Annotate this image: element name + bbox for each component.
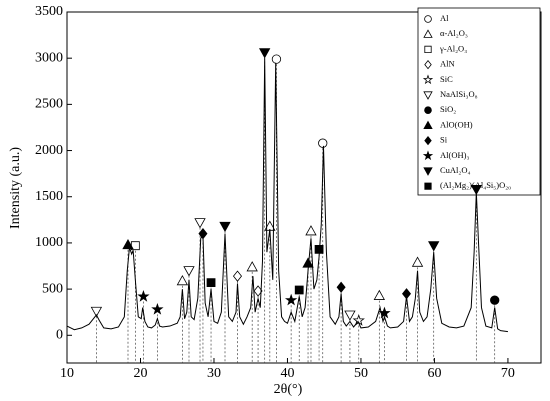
x-tick-label: 60 xyxy=(427,366,441,381)
legend-label: γ-Al₂O₃ xyxy=(439,43,467,53)
legend-label: AlN xyxy=(440,59,455,69)
legend-symbol xyxy=(423,120,433,130)
peak-marker xyxy=(411,256,424,267)
legend-label: SiO₂ xyxy=(440,104,456,114)
x-tick-label: 70 xyxy=(501,366,515,381)
y-tick-label: 3500 xyxy=(35,4,63,19)
peak-marker xyxy=(294,285,304,295)
peak-marker xyxy=(90,306,103,318)
x-tick-label: 20 xyxy=(133,366,147,381)
spectrum-line xyxy=(66,58,508,333)
peak-marker xyxy=(318,138,328,148)
x-tick-label: 50 xyxy=(354,366,368,381)
legend-symbol xyxy=(423,167,433,176)
peak-marker xyxy=(336,281,346,293)
legend-symbol xyxy=(423,91,433,100)
peak-marker xyxy=(183,266,195,277)
legend-symbol xyxy=(422,74,434,85)
x-tick-label: 40 xyxy=(280,366,294,381)
x-axis-label: 2θ(°) xyxy=(274,382,303,397)
y-tick-label: 3000 xyxy=(35,50,63,65)
legend-label: Al xyxy=(440,13,449,23)
legend-symbol xyxy=(424,182,432,190)
peak-marker xyxy=(151,302,164,315)
peak-marker xyxy=(259,48,271,59)
peak-marker xyxy=(176,274,189,286)
peak-marker xyxy=(219,221,231,233)
legend-label: Si xyxy=(440,135,448,145)
peak-marker xyxy=(232,270,243,282)
legend-label: CuAl₂O₄ xyxy=(440,165,471,175)
peak-marker xyxy=(470,184,483,196)
legend-label: NaAlSi₃O₈ xyxy=(440,89,478,99)
legend-label: SiC xyxy=(440,74,453,84)
x-tick-label: 10 xyxy=(60,366,74,381)
x-tick-label: 30 xyxy=(207,366,221,381)
legend-box xyxy=(417,7,541,196)
legend-symbol xyxy=(424,59,432,70)
y-tick-label: 2500 xyxy=(35,97,63,112)
y-tick-label: 1000 xyxy=(35,235,63,250)
y-tick-label: 1500 xyxy=(35,189,63,204)
legend-symbol xyxy=(424,135,432,146)
peak-marker xyxy=(271,54,282,64)
y-tick-label: 2000 xyxy=(35,143,63,158)
legend-label: (Al₂Mg₂)(Al₄Si₅)O₂₀ xyxy=(440,180,511,190)
peak-marker xyxy=(305,225,317,236)
peak-marker xyxy=(122,238,134,250)
peak-marker xyxy=(490,295,500,305)
legend-label: α-Al₂O₃ xyxy=(440,28,468,38)
legend-symbol xyxy=(424,45,432,53)
peak-marker xyxy=(373,289,386,300)
legend-label: AlO(OH) xyxy=(440,119,473,129)
y-axis-label: Intensity (a.u.) xyxy=(8,147,23,229)
y-tick-label: 500 xyxy=(42,281,63,296)
legend-symbol xyxy=(422,150,434,161)
legend-symbol xyxy=(424,15,432,23)
peak-marker xyxy=(206,278,216,288)
peak-marker xyxy=(284,293,298,306)
y-tick-label: 0 xyxy=(56,328,63,343)
peak-marker xyxy=(428,241,440,252)
peak-marker xyxy=(344,310,356,321)
legend-symbol xyxy=(423,29,433,38)
plot-frame xyxy=(66,11,542,364)
peak-marker xyxy=(314,244,324,254)
peak-marker xyxy=(246,261,258,272)
legend-label: Al(OH)₃ xyxy=(440,150,469,160)
legend-symbol xyxy=(424,106,432,114)
peak-marker xyxy=(137,290,150,302)
peak-marker xyxy=(194,218,206,229)
